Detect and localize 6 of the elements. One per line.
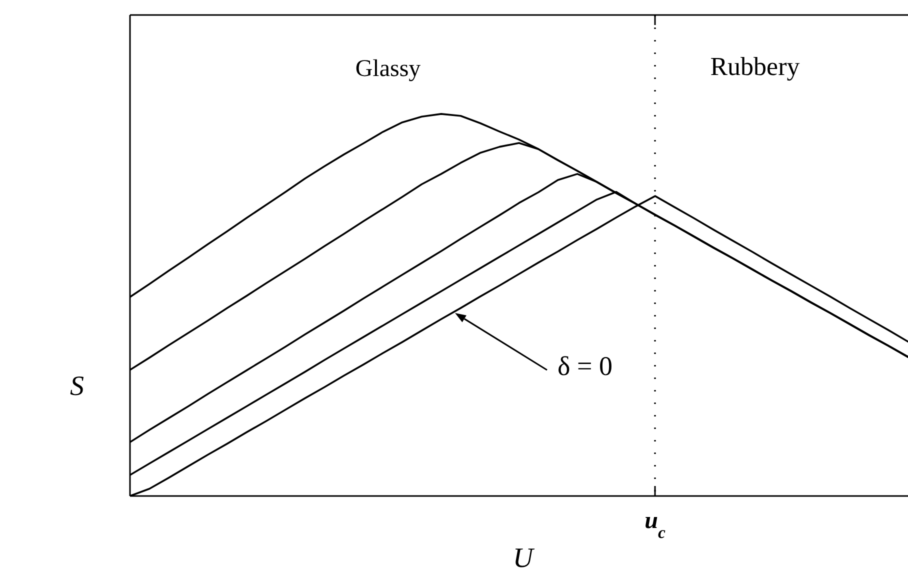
x-axis-title: U [512, 543, 535, 571]
text: Rubbery [710, 52, 800, 81]
y-axis-title: S [70, 371, 84, 402]
annotation: δ = 0 [558, 351, 612, 381]
text: Glassy [355, 56, 421, 82]
text: u$_{c}$ [644, 508, 666, 542]
